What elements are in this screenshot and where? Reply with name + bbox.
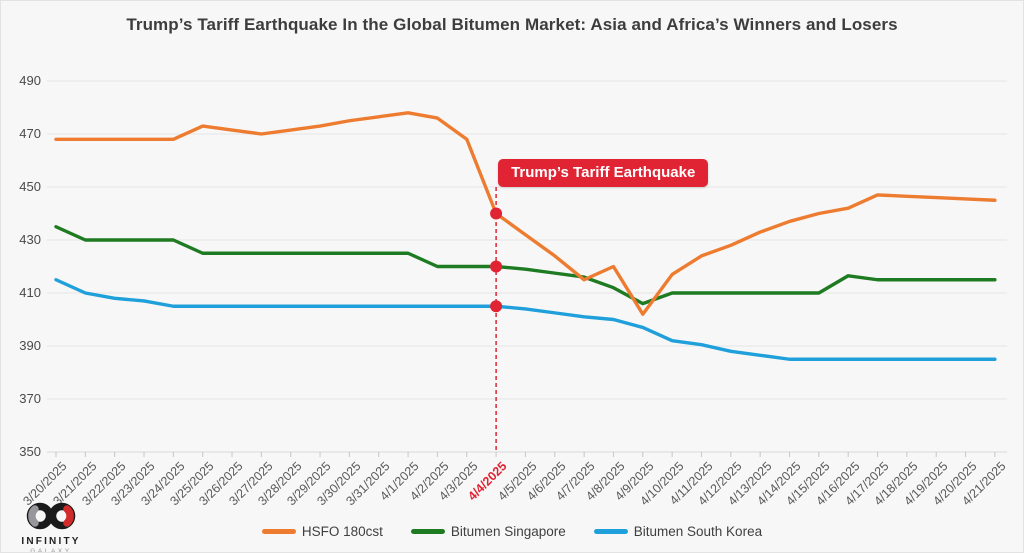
y-axis-label: 490: [19, 73, 41, 88]
legend-swatch: [593, 529, 628, 534]
chart-title: Trump’s Tariff Earthquake In the Global …: [126, 15, 898, 34]
legend-swatch: [261, 529, 296, 534]
legend-swatch: [410, 529, 445, 534]
annotation-dot: [490, 300, 503, 313]
legend-item: Bitumen South Korea: [593, 524, 763, 539]
y-axis-label: 470: [19, 126, 41, 141]
annotation-callout: Trump’s Tariff Earthquake: [498, 159, 709, 187]
legend-label: Bitumen South Korea: [633, 524, 763, 539]
legend-item: HSFO 180cst: [261, 524, 383, 539]
infinity-icon: [26, 502, 76, 530]
series-line-hsfo-180cst: [54, 111, 997, 316]
annotation-dot: [490, 207, 503, 220]
legend-item: Bitumen Singapore: [410, 524, 566, 539]
y-axis-label: 390: [19, 338, 41, 353]
series-line-bitumen-singapore: [54, 225, 997, 306]
y-axis-label: 410: [19, 285, 41, 300]
legend: HSFO 180cst Bitumen Singapore Bitumen Sout…: [1, 524, 1023, 539]
y-axis-label: 430: [19, 232, 41, 247]
logo-text-galaxy: GALAXY: [30, 548, 72, 553]
annotation-dot: [490, 260, 503, 273]
logo-text-infinity: INFINITY: [21, 536, 81, 547]
infinity-galaxy-logo: INFINITY GALAXY: [21, 502, 81, 553]
y-axis-label: 450: [19, 179, 41, 194]
series-line-bitumen-south-korea: [54, 278, 997, 361]
y-axis-label: 370: [19, 391, 41, 406]
y-axis-label: 350: [19, 444, 41, 459]
legend-label: Bitumen Singapore: [450, 524, 566, 539]
legend-label: HSFO 180cst: [301, 524, 383, 539]
